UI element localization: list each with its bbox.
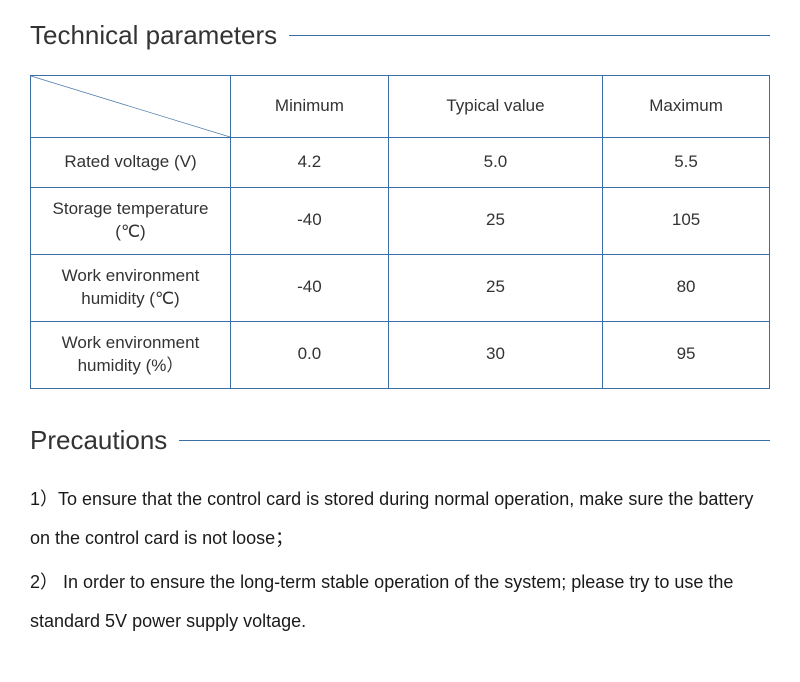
- row-typ: 25: [388, 254, 602, 321]
- row-max: 5.5: [603, 138, 770, 188]
- row-typ: 5.0: [388, 138, 602, 188]
- table-header-typical: Typical value: [388, 76, 602, 138]
- row-min: -40: [231, 254, 389, 321]
- table-row: Rated voltage (V) 4.2 5.0 5.5: [31, 138, 770, 188]
- row-min: -40: [231, 188, 389, 255]
- row-typ: 25: [388, 188, 602, 255]
- tech-params-divider: [289, 35, 770, 36]
- precautions-notes: 1）To ensure that the control card is sto…: [30, 480, 770, 642]
- row-min: 4.2: [231, 138, 389, 188]
- precautions-title: Precautions: [30, 425, 167, 456]
- row-max: 105: [603, 188, 770, 255]
- table-row: Work environment humidity (℃) -40 25 80: [31, 254, 770, 321]
- row-min: 0.0: [231, 321, 389, 388]
- row-label: Storage temperature (℃): [31, 188, 231, 255]
- table-header-maximum: Maximum: [603, 76, 770, 138]
- precautions-section: Precautions 1）To ensure that the control…: [30, 425, 770, 642]
- row-label: Work environment humidity (%）: [31, 321, 231, 388]
- row-label: Rated voltage (V): [31, 138, 231, 188]
- table-header-row: Minimum Typical value Maximum: [31, 76, 770, 138]
- precautions-divider: [179, 440, 770, 441]
- row-max: 80: [603, 254, 770, 321]
- table-row: Storage temperature (℃) -40 25 105: [31, 188, 770, 255]
- table-header-empty-diagonal: [31, 76, 231, 138]
- row-label: Work environment humidity (℃): [31, 254, 231, 321]
- note-item: 1）To ensure that the control card is sto…: [30, 480, 770, 559]
- technical-parameters-table: Minimum Typical value Maximum Rated volt…: [30, 75, 770, 389]
- tech-params-header: Technical parameters: [30, 20, 770, 51]
- row-typ: 30: [388, 321, 602, 388]
- row-max: 95: [603, 321, 770, 388]
- table-row: Work environment humidity (%） 0.0 30 95: [31, 321, 770, 388]
- precautions-header: Precautions: [30, 425, 770, 456]
- note-item: 2） In order to ensure the long-term stab…: [30, 563, 770, 642]
- table-header-minimum: Minimum: [231, 76, 389, 138]
- tech-params-title: Technical parameters: [30, 20, 277, 51]
